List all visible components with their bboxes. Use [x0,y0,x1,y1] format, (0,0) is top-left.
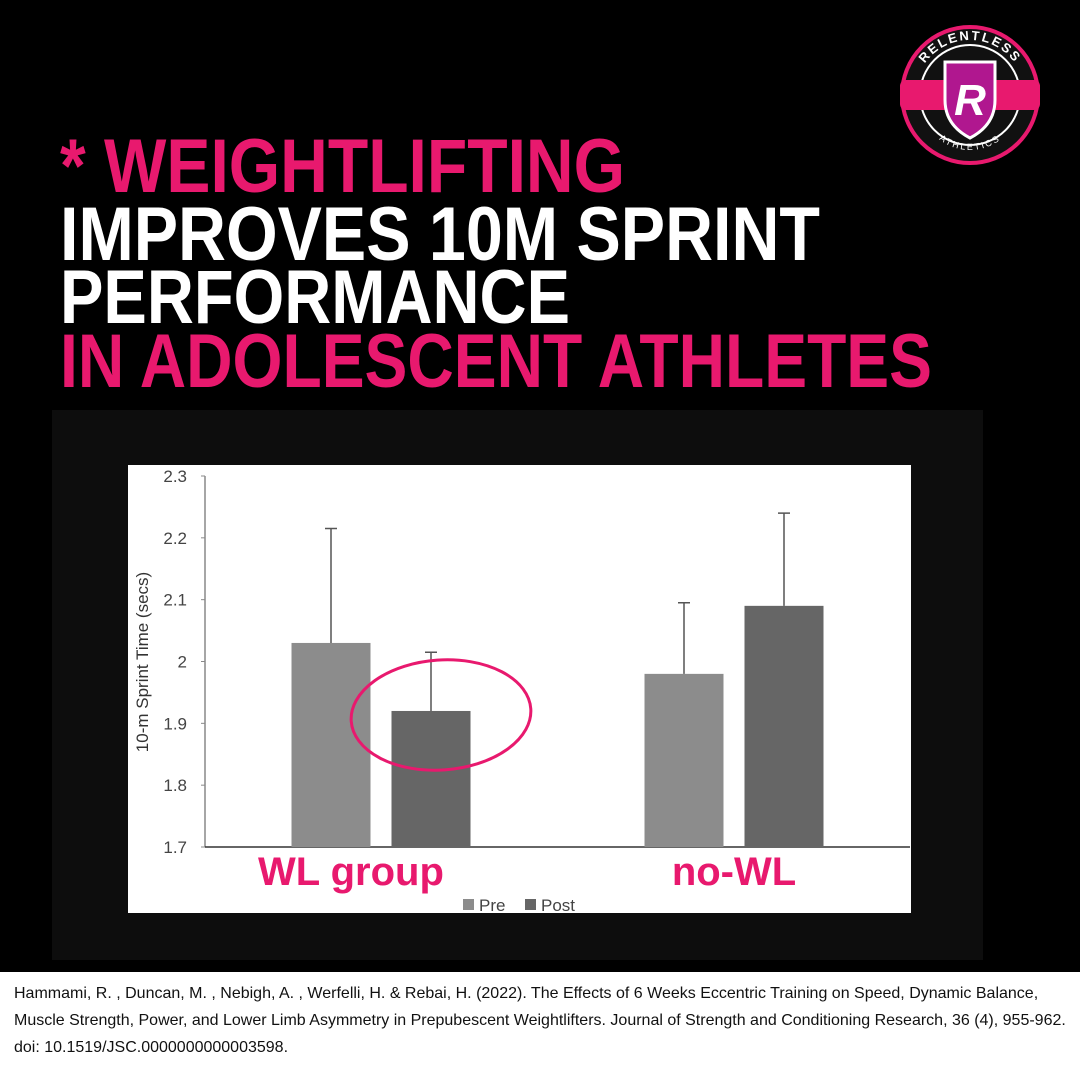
error-bar [325,527,337,643]
y-tick-label: 2 [178,653,187,672]
legend-swatch [525,899,536,910]
y-tick-label: 1.7 [163,838,187,857]
y-tick-label: 2.2 [163,529,187,548]
y-tick-label: 2.1 [163,591,187,610]
error-bar [778,512,790,606]
legend-label: Post [541,896,575,915]
y-axis-label: 10-m Sprint Time (secs) [133,572,152,752]
y-tick-label: 1.8 [163,776,187,795]
highlight-circle [349,658,533,772]
bar [391,710,471,847]
citation: Hammami, R. , Duncan, M. , Nebigh, A. , … [0,972,1080,1080]
legend-label: Pre [479,896,505,915]
headline-line: PERFORMANCE [60,255,570,340]
category-annotation: no-WL [672,850,796,894]
bar [291,642,371,847]
logo-letter: R [954,76,986,125]
headline-line: * WEIGHTLIFTING [60,124,625,209]
legend-swatch [463,899,474,910]
logo: R RELENTLESS ATHLETICS [900,25,1040,165]
marks: 1.7 1.8 1.9 2 2.1 2.2 2.3 WL group no-WL Pre Post [163,467,824,915]
y-tick-label: 2.3 [163,467,187,486]
headline-line: IMPROVES 10M SPRINT [60,192,820,277]
logo-shield [943,60,997,140]
y-tick-label: 1.9 [163,714,187,733]
bar [744,605,824,847]
error-bar [678,602,690,674]
bar [644,673,724,847]
category-annotation: WL group [258,850,444,894]
headline-line: IN ADOLESCENT ATHLETES [60,319,932,404]
post: R RELENTLESS ATHLETICS * WEIGHTLIFTING I… [52,25,1040,960]
